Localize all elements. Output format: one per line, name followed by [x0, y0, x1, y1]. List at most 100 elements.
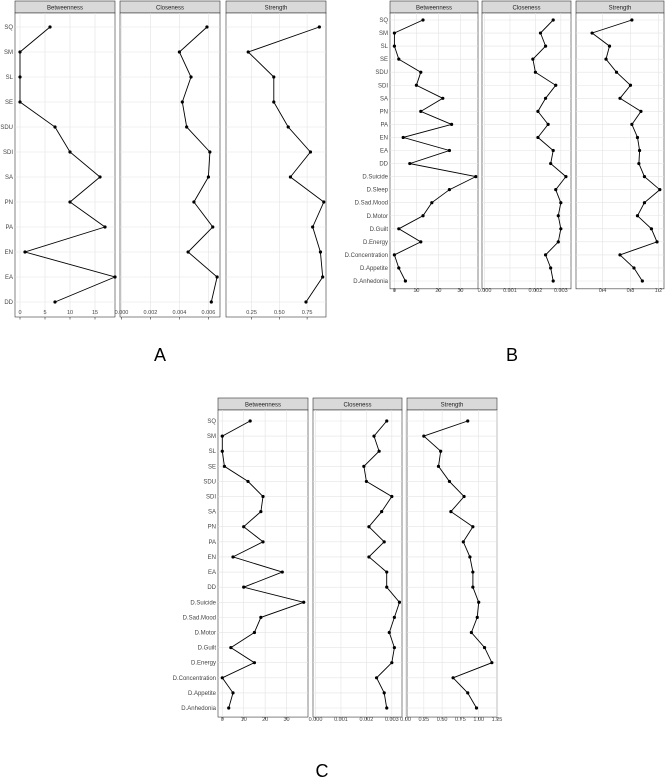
- panel-label-c: C: [316, 761, 329, 781]
- data-point: [209, 300, 213, 304]
- data-point: [421, 214, 425, 218]
- category-label: EN: [380, 135, 388, 141]
- category-label: D.Appetite: [360, 266, 389, 272]
- data-point: [477, 600, 481, 604]
- data-point: [536, 109, 540, 113]
- data-point: [447, 188, 451, 192]
- data-point: [272, 100, 276, 104]
- data-point: [248, 419, 252, 423]
- data-point: [649, 227, 654, 231]
- category-label: D.Sleep: [367, 188, 389, 194]
- data-point: [543, 44, 548, 48]
- data-point: [231, 555, 235, 559]
- x-tick-label: 0.006: [202, 310, 216, 316]
- data-point: [559, 201, 563, 205]
- data-point: [490, 661, 494, 665]
- category-label: SL: [209, 449, 217, 455]
- x-tick-label: 0.003: [385, 717, 399, 723]
- x-tick-label: 0.002: [529, 288, 543, 294]
- data-point: [385, 585, 389, 589]
- data-point: [392, 31, 396, 35]
- category-label: D.Guilt: [198, 646, 217, 652]
- category-label: D.Sad.Mood: [355, 201, 388, 207]
- category-label: SA: [208, 510, 216, 516]
- data-point: [208, 150, 212, 154]
- data-point: [252, 630, 257, 635]
- data-point: [311, 225, 315, 229]
- category-label: SDU: [375, 70, 388, 76]
- facet-panel: [14, 12, 116, 318]
- data-point: [392, 615, 396, 619]
- data-point: [430, 201, 434, 205]
- data-point: [551, 279, 555, 283]
- data-point: [322, 200, 326, 204]
- data-point: [536, 135, 540, 140]
- category-label: EA: [208, 570, 216, 576]
- data-point: [280, 570, 284, 574]
- category-label: PN: [5, 200, 13, 206]
- category-label: SDI: [3, 150, 13, 156]
- data-point: [554, 83, 558, 87]
- category-label: EA: [380, 149, 388, 155]
- data-point: [23, 250, 27, 254]
- category-label: PN: [208, 525, 216, 531]
- data-point: [308, 150, 313, 154]
- data-point: [229, 645, 233, 650]
- data-point: [211, 225, 215, 229]
- data-point: [408, 161, 412, 166]
- x-tick-label: 10: [241, 717, 247, 723]
- data-point: [655, 240, 659, 244]
- data-point: [630, 122, 634, 126]
- data-point: [261, 494, 265, 499]
- panel-label-a: A: [154, 345, 166, 365]
- data-point: [246, 479, 250, 484]
- data-point: [640, 279, 644, 283]
- data-point: [462, 494, 466, 499]
- chart-panel-b: SQ SM SL SE SDU SDI SA PN PA EN EA DD D.Suicide D.Sle…: [345, 0, 665, 294]
- facet-title: Closeness: [156, 6, 184, 12]
- facet-betweenness: Betweenness 0 10 20 30: [389, 0, 479, 294]
- data-point: [377, 449, 381, 453]
- facet-closeness: Closeness 0.000 0.001 0.002 0.003: [478, 0, 572, 294]
- category-label: SM: [207, 434, 216, 440]
- data-point: [242, 525, 246, 529]
- data-point: [533, 70, 538, 74]
- facet-panel: [312, 409, 403, 718]
- data-point: [317, 25, 321, 29]
- category-label: D.Suicide: [190, 600, 216, 606]
- data-point: [564, 175, 568, 179]
- x-tick-label: 1.2: [655, 288, 663, 294]
- x-tick-label: 0.001: [503, 288, 517, 294]
- data-point: [380, 510, 384, 514]
- data-point: [401, 135, 405, 140]
- facet-panel: [217, 409, 309, 718]
- data-point: [607, 44, 612, 48]
- data-point: [482, 645, 487, 650]
- data-point: [441, 96, 445, 100]
- data-point: [48, 25, 52, 29]
- x-tick-label: 0.00: [400, 717, 411, 723]
- category-label: D.Anhedonia: [181, 706, 216, 712]
- category-label: SQ: [379, 18, 388, 24]
- data-point: [549, 161, 553, 166]
- data-point: [475, 615, 479, 619]
- category-label: SE: [380, 57, 388, 63]
- data-point: [189, 75, 193, 79]
- x-tick-label: 30: [284, 717, 290, 723]
- data-point: [321, 275, 325, 279]
- x-tick-label: 0.000: [115, 310, 129, 316]
- data-point: [98, 175, 102, 179]
- data-point: [474, 175, 478, 179]
- facet-panel: [481, 12, 572, 290]
- data-point: [362, 464, 366, 468]
- data-point: [461, 540, 465, 544]
- data-point: [471, 585, 475, 589]
- x-tick-label: 1.00: [473, 717, 484, 723]
- data-point: [466, 419, 470, 423]
- data-point: [642, 175, 647, 179]
- facet-panel: [389, 12, 479, 290]
- category-label: D.Guilt: [370, 227, 389, 233]
- data-point: [53, 125, 57, 129]
- data-point: [658, 188, 662, 192]
- data-point: [392, 253, 396, 257]
